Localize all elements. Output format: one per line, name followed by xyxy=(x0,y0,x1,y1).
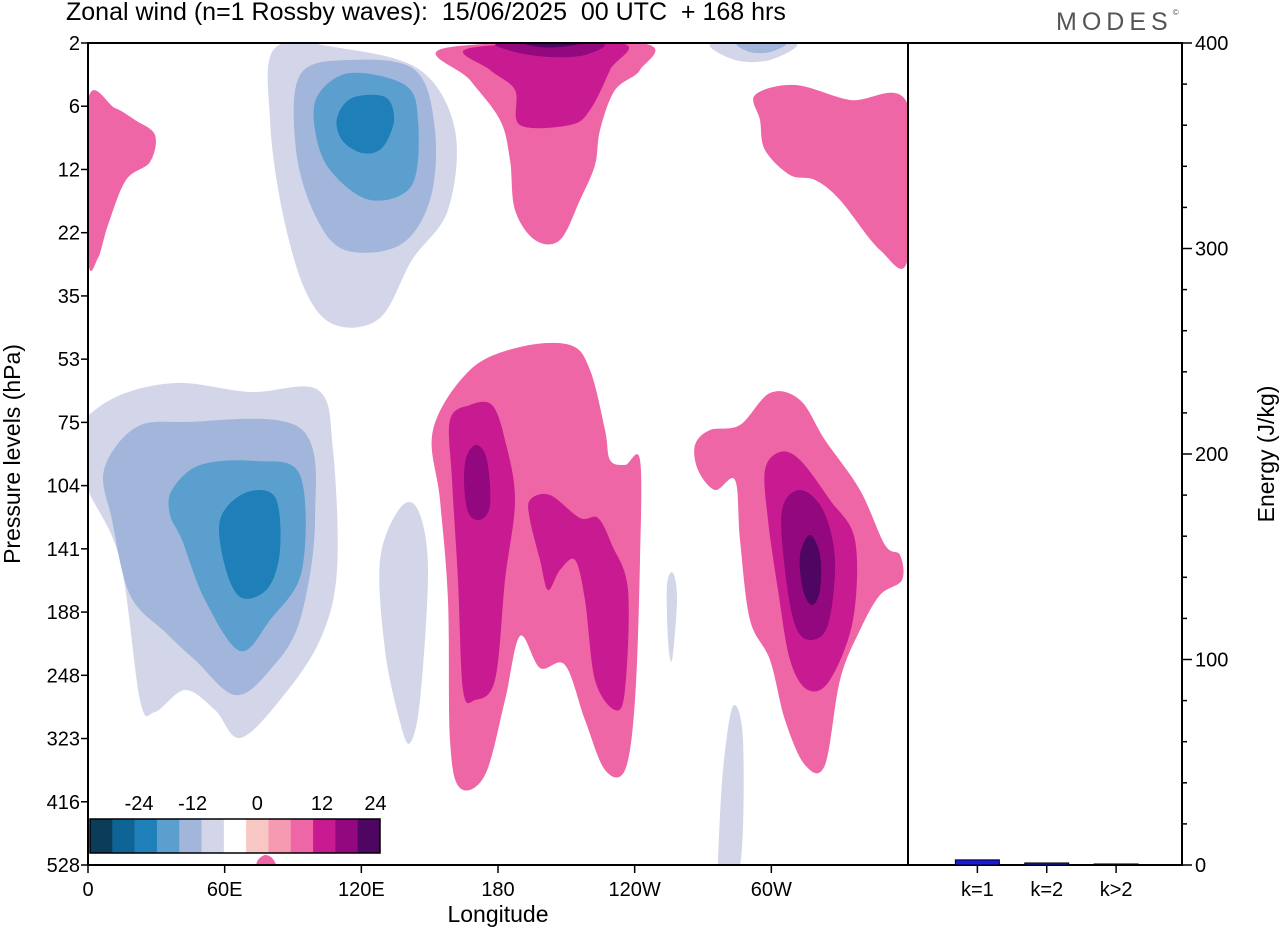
contour-region-10 xyxy=(379,502,429,744)
energy-tick-label: 100 xyxy=(1195,650,1228,672)
colorbar-swatch xyxy=(156,819,180,853)
colorbar: -24 -12 0 12 24 xyxy=(89,793,387,854)
colorbar-frame xyxy=(89,818,381,854)
colorbar-label: -24 xyxy=(125,793,154,815)
contour-region-9 xyxy=(219,489,281,599)
contour-region-27 xyxy=(256,854,276,865)
energy-tick-label: 0 xyxy=(1195,855,1206,877)
x-tick-label: 60E xyxy=(207,879,243,901)
contour-region-16 xyxy=(495,43,605,58)
y-axis-label: Pressure levels (hPa) xyxy=(0,344,25,564)
energy-axis-label: Energy (J/kg) xyxy=(1253,386,1279,523)
y-tick-label: 35 xyxy=(58,286,80,308)
contour-region-11 xyxy=(666,572,678,662)
energy-tick-label: 400 xyxy=(1195,33,1228,55)
colorbar-swatch xyxy=(268,819,292,853)
bar-k>2 xyxy=(1093,863,1139,866)
colorbar-swatch xyxy=(313,819,336,853)
x-tick-label: 60W xyxy=(751,879,792,901)
energy-tick-label: 300 xyxy=(1195,239,1228,261)
y-tick-label: 2 xyxy=(69,33,80,55)
energy-tick-label: 200 xyxy=(1195,444,1228,466)
modes-logo: MODES© xyxy=(1056,8,1179,37)
colorbar-label: 0 xyxy=(252,793,263,815)
colorbar-label: -12 xyxy=(178,793,207,815)
contour-region-18 xyxy=(753,84,908,269)
y-tick-label: 416 xyxy=(47,792,80,814)
bar-k=2 xyxy=(1024,862,1070,866)
y-tick-label: 104 xyxy=(47,476,80,498)
bar-category-label: k=2 xyxy=(1030,879,1063,901)
contour-region-21 xyxy=(528,493,629,711)
colorbar-swatch xyxy=(201,819,225,853)
contour-region-22 xyxy=(463,444,491,521)
x-tick-label: 120W xyxy=(609,879,661,901)
x-tick-label: 0 xyxy=(82,879,93,901)
colorbar-swatch xyxy=(179,819,202,853)
contour-layer xyxy=(88,43,908,865)
colorbar-swatch xyxy=(335,819,358,853)
colorbar-label: 12 xyxy=(311,793,333,815)
logo-mark: © xyxy=(1172,8,1179,17)
y-tick-label: 141 xyxy=(47,539,80,561)
colorbar-swatch xyxy=(112,819,135,853)
x-tick-label: 180 xyxy=(481,879,514,901)
y-tick-label: 22 xyxy=(58,223,80,245)
contour-region-13 xyxy=(88,90,156,272)
axes-layer: 0 60E 120E 180 120W 60W 2 6 12 22 35 53 75 104 141 188 2… xyxy=(47,33,1229,901)
contour-region-3 xyxy=(336,94,395,154)
bars-layer: k=1 k=2 k>2 xyxy=(954,859,1139,901)
y-tick-label: 528 xyxy=(47,855,80,877)
colorbar-swatch xyxy=(90,819,113,853)
bar-k=1 xyxy=(954,859,1000,866)
colorbar-swatch xyxy=(357,819,381,853)
y-tick-label: 6 xyxy=(69,96,80,118)
contour-region-12 xyxy=(717,704,744,865)
contour-region-14 xyxy=(435,43,656,245)
y-tick-label: 188 xyxy=(47,602,80,624)
y-tick-label: 323 xyxy=(47,729,80,751)
contour-region-5 xyxy=(736,43,787,54)
x-tick-label: 120E xyxy=(338,879,385,901)
colorbar-swatch xyxy=(290,819,314,853)
y-tick-label: 53 xyxy=(58,349,80,371)
bar-category-label: k>2 xyxy=(1100,879,1133,901)
colorbar-swatch xyxy=(246,819,269,853)
bar-category-label: k=1 xyxy=(961,879,994,901)
logo-text: MODES xyxy=(1056,8,1173,36)
colorbar-swatch xyxy=(223,819,247,853)
contour-region-17 xyxy=(523,43,582,48)
colorbar-swatch xyxy=(134,819,158,853)
y-tick-label: 12 xyxy=(58,159,80,181)
chart-title: Zonal wind (n=1 Rossby waves): 15/06/202… xyxy=(66,0,786,26)
contour-region-26 xyxy=(799,535,822,605)
contour-region-15 xyxy=(462,43,629,129)
colorbar-label: 24 xyxy=(364,793,386,815)
x-axis-label: Longitude xyxy=(447,901,548,927)
y-tick-label: 75 xyxy=(58,412,80,434)
y-tick-label: 248 xyxy=(47,665,80,687)
